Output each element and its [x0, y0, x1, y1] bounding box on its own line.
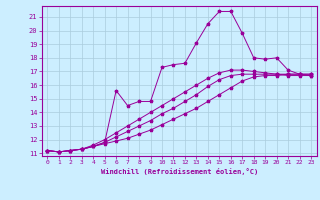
X-axis label: Windchill (Refroidissement éolien,°C): Windchill (Refroidissement éolien,°C): [100, 168, 258, 175]
